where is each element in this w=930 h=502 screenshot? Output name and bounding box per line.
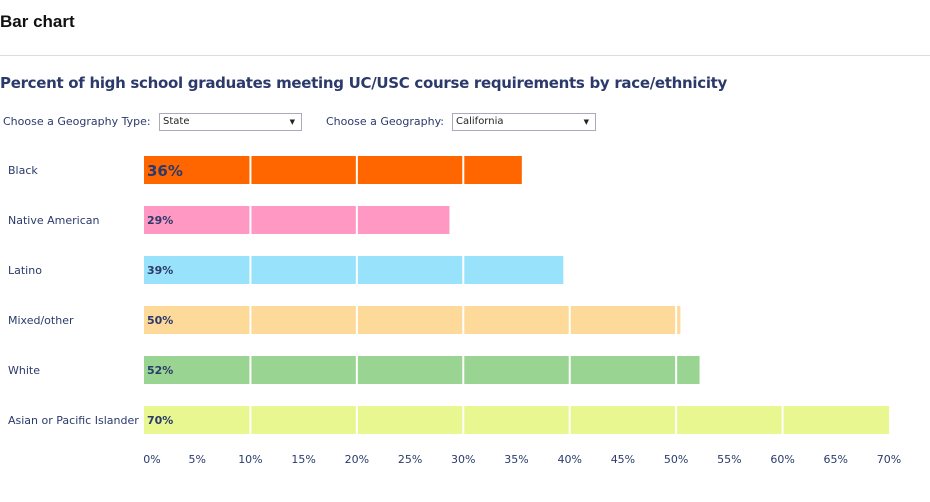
- bar: [144, 156, 522, 184]
- data-label: 50%: [147, 314, 173, 327]
- x-tick-label: 20%: [345, 453, 369, 466]
- x-tick-label: 40%: [557, 453, 581, 466]
- bar: [144, 356, 700, 384]
- bar: [144, 206, 450, 234]
- category-label: Mixed/other: [8, 314, 74, 327]
- x-tick-label: 25%: [398, 453, 422, 466]
- geo-type-select[interactable]: State ▼: [159, 113, 302, 131]
- x-tick-label: 60%: [770, 453, 794, 466]
- bar: [144, 406, 889, 434]
- category-label: White: [8, 364, 40, 377]
- dropdown-arrow-icon: ▼: [583, 118, 589, 126]
- bar: [144, 256, 564, 284]
- geo-type-value: State: [163, 116, 190, 127]
- page-header: Bar chart: [0, 12, 75, 31]
- geo-select[interactable]: California ▼: [452, 113, 596, 131]
- x-tick-label: 45%: [611, 453, 635, 466]
- geo-type-label: Choose a Geography Type:: [3, 115, 151, 128]
- category-label: Native American: [8, 214, 99, 227]
- x-tick-label: 55%: [717, 453, 741, 466]
- dropdown-arrow-icon: ▼: [289, 118, 295, 126]
- x-tick-label: 50%: [664, 453, 688, 466]
- divider: [0, 55, 930, 56]
- chart-title: Percent of high school graduates meeting…: [0, 74, 728, 92]
- x-tick-label: 35%: [504, 453, 528, 466]
- geo-value: California: [456, 116, 504, 127]
- data-label: 29%: [147, 214, 173, 227]
- x-tick-label: 65%: [824, 453, 848, 466]
- x-tick-label: 70%: [877, 453, 901, 466]
- category-label: Black: [8, 164, 38, 177]
- x-tick-label: 30%: [451, 453, 475, 466]
- data-label: 70%: [147, 414, 173, 427]
- x-tick-label: 5%: [188, 453, 205, 466]
- x-tick-label: 0%: [143, 453, 160, 466]
- category-label: Latino: [8, 264, 42, 277]
- data-label: 36%: [147, 162, 183, 180]
- x-tick-label: 10%: [238, 453, 262, 466]
- bar: [144, 306, 681, 334]
- geo-label: Choose a Geography:: [326, 115, 444, 128]
- data-label: 39%: [147, 264, 173, 277]
- category-label: Asian or Pacific Islander: [8, 414, 139, 427]
- x-tick-label: 15%: [291, 453, 315, 466]
- data-label: 52%: [147, 364, 173, 377]
